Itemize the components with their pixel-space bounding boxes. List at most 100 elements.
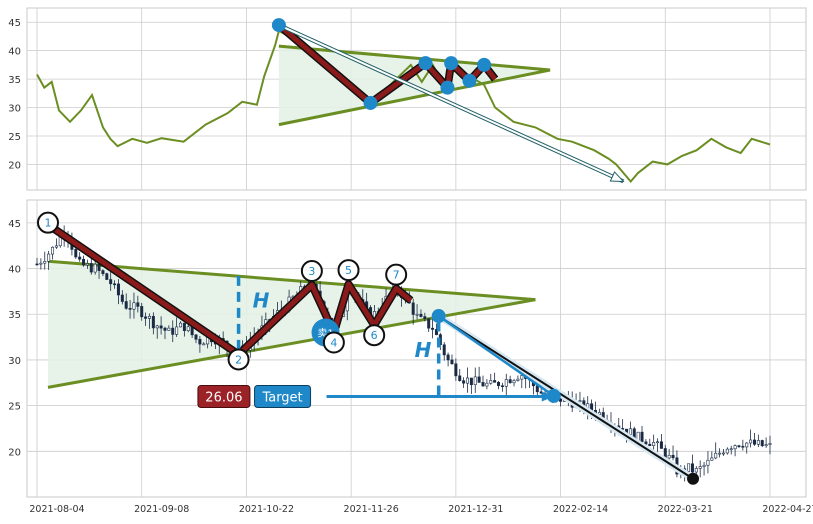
detail-candle-body bbox=[465, 377, 469, 384]
overview-pattern-point bbox=[418, 56, 433, 71]
detail-pattern-point-label: 7 bbox=[393, 269, 400, 282]
detail-candle-body bbox=[508, 379, 512, 384]
overview-pattern-point bbox=[271, 18, 286, 33]
detail-pattern-point-marker bbox=[300, 259, 323, 282]
overview-y-tick-label: 35 bbox=[8, 75, 21, 86]
detail-candle-body bbox=[427, 318, 431, 329]
detail-candle-body bbox=[113, 283, 117, 286]
detail-candle-body bbox=[698, 466, 702, 469]
detail-target-box bbox=[254, 384, 312, 408]
detail-pattern-point-label: 1 bbox=[44, 217, 51, 230]
detail-y-tick-label: 40 bbox=[8, 265, 21, 276]
detail-target-label: Target bbox=[261, 390, 302, 405]
detail-price-value-box bbox=[197, 384, 251, 408]
detail-y-tick-label: 20 bbox=[8, 447, 21, 458]
detail-candle-body bbox=[155, 325, 159, 329]
detail-candle-body bbox=[101, 270, 105, 274]
detail-candle-body bbox=[752, 439, 756, 445]
detail-candle-body bbox=[489, 380, 493, 384]
detail-candle-body bbox=[411, 302, 415, 315]
detail-candle-body bbox=[714, 452, 718, 459]
overview-pattern-point bbox=[444, 56, 459, 71]
detail-height-label: H bbox=[415, 338, 432, 362]
detail-candle-body bbox=[175, 326, 179, 335]
detail-candle-body bbox=[671, 454, 675, 459]
detail-candle-body bbox=[147, 315, 151, 319]
detail-candle-body bbox=[47, 253, 51, 262]
detail-candle-body bbox=[419, 313, 423, 317]
detail-candle-body bbox=[745, 442, 749, 448]
detail-candle-body bbox=[82, 258, 86, 266]
detail-candle-body bbox=[516, 378, 520, 381]
detail-candle-body bbox=[729, 448, 733, 451]
detail-candle-body bbox=[120, 294, 124, 302]
detail-price-value-label: 26.06 bbox=[205, 390, 242, 405]
detail-candle-body bbox=[109, 279, 113, 285]
detail-candle-body bbox=[124, 301, 128, 309]
detail-x-tick-label: 2021-11-26 bbox=[344, 504, 399, 515]
detail-candle-body bbox=[151, 315, 155, 329]
detail-y-tick-label: 25 bbox=[8, 402, 21, 413]
detail-candle-body bbox=[469, 377, 473, 386]
detail-x-tick-label: 2021-12-31 bbox=[448, 504, 503, 515]
detail-pattern-point-label: 2 bbox=[235, 353, 242, 366]
detail-candle-body bbox=[721, 452, 725, 455]
detail-candle-body bbox=[54, 245, 58, 248]
detail-candle-body bbox=[497, 382, 501, 386]
detail-x-tick-label: 2022-02-14 bbox=[553, 504, 608, 515]
overview-y-tick-label: 40 bbox=[8, 47, 21, 58]
detail-triangle-upper-line bbox=[47, 259, 536, 302]
detail-candle-body bbox=[473, 376, 477, 386]
detail-end-point bbox=[687, 472, 700, 485]
detail-triangle-lower-line bbox=[47, 298, 536, 389]
detail-candle-body bbox=[78, 256, 82, 260]
detail-pattern-point-label: 6 bbox=[371, 329, 378, 342]
detail-candle-body bbox=[446, 354, 450, 361]
detail-candle-body bbox=[39, 262, 43, 265]
detail-candle-body bbox=[648, 443, 652, 447]
detail-candle-body bbox=[93, 263, 97, 273]
overview-panel: 20 25 30 35 40 45 bbox=[8, 7, 807, 191]
detail-candle-body bbox=[163, 327, 167, 331]
detail-candle-body bbox=[710, 457, 714, 461]
detail-triangle-fill bbox=[47, 261, 536, 388]
detail-candle-body bbox=[667, 454, 671, 459]
detail-candle-body bbox=[454, 363, 458, 377]
detail-candle-body bbox=[756, 440, 760, 445]
detail-candle-body bbox=[481, 382, 485, 387]
detail-y-tick-label: 35 bbox=[8, 310, 21, 321]
overview-projection-arrow bbox=[278, 24, 624, 183]
detail-pattern-point-marker bbox=[227, 348, 250, 371]
detail-x-tick-label: 2021-08-04 bbox=[29, 504, 84, 515]
detail-pattern-point-label: 3 bbox=[308, 265, 315, 278]
detail-breakout-point bbox=[431, 309, 446, 324]
detail-pattern-point-label: 4 bbox=[330, 337, 337, 350]
detail-candle-body bbox=[458, 375, 462, 381]
detail-candle-body bbox=[423, 316, 427, 320]
overview-pattern-point bbox=[462, 73, 477, 88]
detail-pattern-line bbox=[46, 222, 413, 357]
detail-candle-body bbox=[442, 344, 446, 356]
detail-candle-body bbox=[140, 306, 144, 318]
detail-candle-body bbox=[702, 464, 706, 467]
detail-candle-body bbox=[477, 376, 481, 383]
detail-candle-body bbox=[136, 302, 140, 307]
detail-candle-body bbox=[144, 316, 148, 319]
detail-candle-body bbox=[694, 468, 698, 473]
overview-triangle-upper-line bbox=[278, 44, 551, 72]
detail-candle-body bbox=[690, 463, 694, 473]
overview-triangle-lower-line bbox=[278, 68, 551, 127]
detail-candle-body bbox=[105, 273, 109, 280]
detail-candle-body bbox=[578, 400, 582, 403]
detail-x-tick-label: 2022-03-21 bbox=[658, 504, 713, 515]
detail-candle-body bbox=[485, 382, 489, 387]
detail-candle-body bbox=[760, 440, 764, 447]
detail-candle-body bbox=[764, 444, 768, 447]
detail-candle-body bbox=[493, 380, 497, 383]
overview-y-tick-label: 20 bbox=[8, 160, 21, 171]
detail-candle-body bbox=[687, 463, 691, 472]
detail-candle-body bbox=[182, 322, 186, 331]
detail-candle-body bbox=[85, 263, 89, 266]
